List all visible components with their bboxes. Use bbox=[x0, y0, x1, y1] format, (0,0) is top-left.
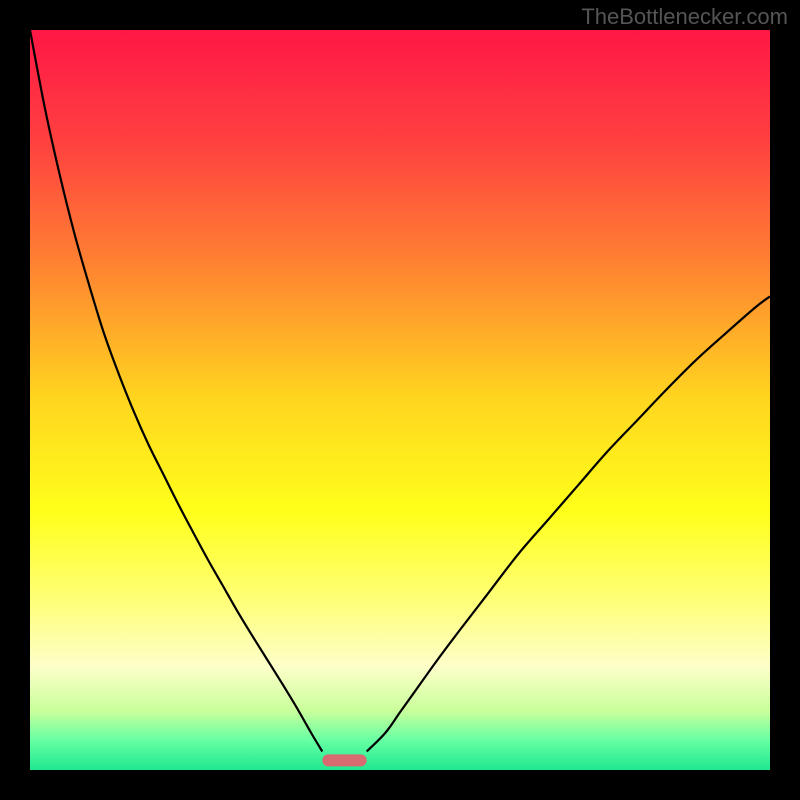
bottleneck-chart bbox=[0, 0, 800, 800]
chart-background bbox=[30, 30, 770, 770]
optimal-marker bbox=[322, 754, 366, 766]
watermark-text: TheBottlenecker.com bbox=[581, 4, 788, 30]
chart-frame: TheBottlenecker.com bbox=[0, 0, 800, 800]
